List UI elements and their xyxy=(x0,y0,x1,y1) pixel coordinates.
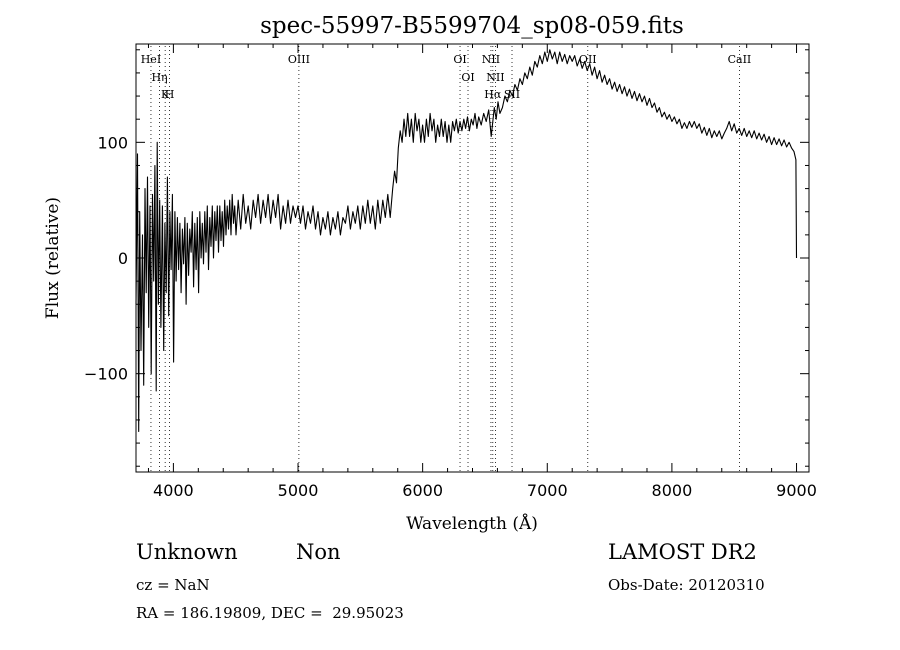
x-axis: 4000 5000 6000 7000 8000 9000 xyxy=(147,44,817,500)
subclass-label: Non xyxy=(296,540,341,564)
line-marker-label: OIII xyxy=(288,53,310,66)
x-tick-label: 8000 xyxy=(652,481,693,500)
x-tick-label: 5000 xyxy=(278,481,319,500)
y-tick-label: −100 xyxy=(84,365,128,384)
x-axis-label: Wavelength (Å) xyxy=(406,513,538,534)
chart-title: spec-55997-B5599704_sp08-059.fits xyxy=(260,13,684,39)
y-axis: −100 0 100 xyxy=(84,49,809,467)
line-marker-label: K xyxy=(161,88,170,101)
line-marker-label: OI xyxy=(461,71,474,84)
coordinates-label: RA = 186.19809, DEC = 29.95023 xyxy=(136,604,404,622)
line-marker-label: CaII xyxy=(728,53,752,66)
x-tick-label: 9000 xyxy=(776,481,817,500)
line-marker-label: NII xyxy=(486,71,504,84)
line-marker-label: Hα xyxy=(484,88,502,101)
spectrum-line xyxy=(135,49,798,433)
survey-label: LAMOST DR2 xyxy=(608,540,757,564)
line-marker-label: OII xyxy=(579,53,597,66)
x-tick-label: 4000 xyxy=(153,481,194,500)
redshift-label: cz = NaN xyxy=(136,576,210,594)
x-tick-label: 7000 xyxy=(527,481,568,500)
x-tick-label: 6000 xyxy=(402,481,443,500)
line-marker-label: NII xyxy=(482,53,500,66)
line-marker-label: HeI xyxy=(141,53,161,66)
class-label: Unknown xyxy=(136,540,238,564)
y-tick-label: 100 xyxy=(97,133,128,152)
line-marker-label: H xyxy=(165,88,175,101)
y-axis-label: Flux (relative) xyxy=(43,197,63,319)
line-marker-label: Hη xyxy=(151,71,167,84)
y-tick-label: 0 xyxy=(118,249,128,268)
line-marker-label: OI xyxy=(453,53,466,66)
obs-date-label: Obs-Date: 20120310 xyxy=(608,576,765,594)
plot-frame xyxy=(135,43,810,473)
